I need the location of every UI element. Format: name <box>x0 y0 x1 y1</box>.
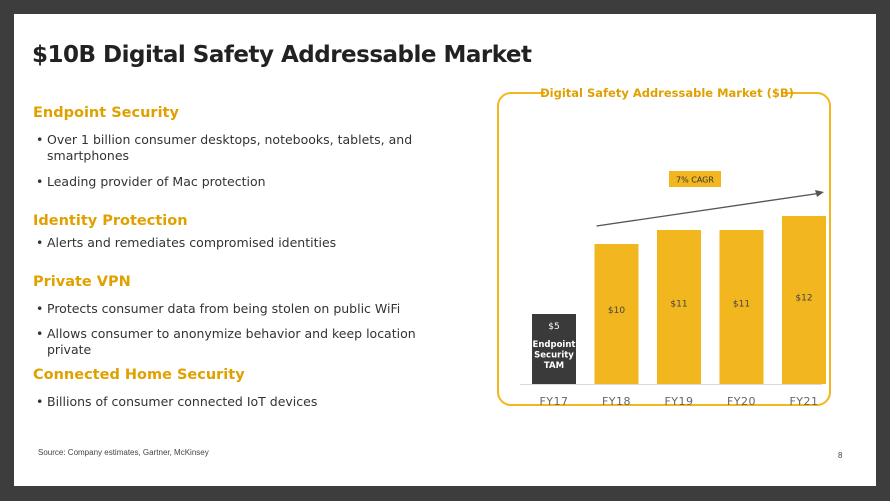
data-label: $11 <box>733 300 750 310</box>
bullet-icon: • <box>36 235 44 250</box>
list-item: • Leading provider of Mac protection <box>36 174 266 189</box>
bar-fy20 <box>719 230 764 384</box>
bullet-icon: • <box>36 394 44 409</box>
tam-label: TAM <box>544 361 564 371</box>
data-label: $5 <box>548 322 559 332</box>
tam-label: Security <box>534 351 574 361</box>
cagr-arrow <box>596 192 819 227</box>
list-item: • Allows consumer to anonymize behavior … <box>36 326 416 357</box>
bar-fy21 <box>782 216 826 384</box>
bullet-icon: • <box>36 174 44 189</box>
bar-fy18 <box>594 244 639 384</box>
x-tick-label: FY18 <box>602 395 631 408</box>
data-label: $10 <box>608 306 625 316</box>
bullet-icon: • <box>36 301 44 316</box>
section-heading-connected-home: Connected Home Security <box>33 367 245 383</box>
bar-fy17 <box>532 314 576 384</box>
page-number: 8 <box>838 451 843 460</box>
tam-label: Endpoint <box>533 340 576 350</box>
data-label: $11 <box>670 300 687 310</box>
list-item: • Protects consumer data from being stol… <box>36 301 401 316</box>
list-item: • Alerts and remediates compromised iden… <box>36 235 337 250</box>
list-item: • Billions of consumer connected IoT dev… <box>36 394 318 409</box>
source-note: Source: Company estimates, Gartner, McKi… <box>38 448 209 457</box>
cagr-badge <box>669 171 721 187</box>
section-heading-endpoint: Endpoint Security <box>33 105 179 121</box>
section-heading-vpn: Private VPN <box>33 274 131 290</box>
bar-fy19 <box>657 230 701 384</box>
x-tick-label: FY17 <box>539 395 568 408</box>
bullet-icon: • <box>36 326 44 341</box>
bullet-icon: • <box>36 132 44 147</box>
x-tick-label: FY20 <box>727 395 756 408</box>
x-tick-label: FY21 <box>789 395 818 408</box>
chart-title: Digital Safety Addressable Market ($B) <box>540 86 794 100</box>
chart-title-background <box>545 86 785 102</box>
page-title: $10B Digital Safety Addressable Market <box>32 42 532 68</box>
list-item: • Over 1 billion consumer desktops, note… <box>36 132 413 163</box>
x-tick-label: FY19 <box>664 395 693 408</box>
cagr-arrowhead <box>815 190 824 197</box>
cagr-label: 7% CAGR <box>676 176 714 185</box>
section-heading-identity: Identity Protection <box>33 213 188 229</box>
data-label: $12 <box>795 293 812 303</box>
